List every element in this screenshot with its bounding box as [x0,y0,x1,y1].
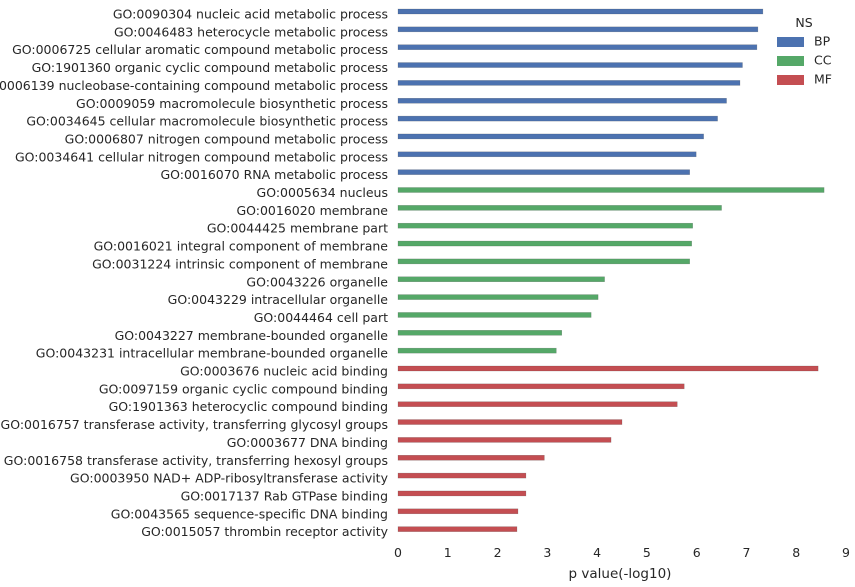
category-label: GO:0034641 cellular nitrogen compound me… [15,149,388,164]
bar [397,240,692,247]
bar [397,44,758,50]
x-tick-label: 9 [842,545,850,560]
category-label: GO:0017137 Rab GTPase binding [181,488,388,503]
category-label: GO:1901363 heterocyclic compound binding [109,399,388,414]
x-tick-label: 8 [792,545,800,560]
bar [397,437,612,443]
category-label: GO:0016758 transferase activity, transfe… [4,453,388,468]
bar [397,26,759,33]
bar [397,401,678,407]
category-label: GO:0003677 DNA binding [227,435,388,450]
x-tick-label: 7 [742,545,750,560]
legend-swatch [777,37,804,47]
bar [397,330,563,336]
bar [397,222,693,229]
category-label: GO:0006725 cellular aromatic compound me… [12,42,388,57]
category-label: GO:0046483 heterocycle metabolic process [114,24,388,39]
category-label: GO:0015057 thrombin receptor activity [141,524,388,539]
category-label: GO:0090304 nucleic acid metabolic proces… [113,7,388,22]
bar [397,508,519,515]
legend-title: NS [795,15,812,30]
legend-swatch [777,56,804,66]
bar [397,80,741,86]
legend-entries: BP CC MF [777,34,832,87]
bar [397,472,527,479]
x-axis-label: p value(-log10) [569,566,672,582]
bar [397,294,599,300]
x-tick-label: 4 [593,545,601,560]
category-label: GO:1901360 organic cyclic compound metab… [32,60,388,75]
category-label: GO:0031224 intrinsic component of membra… [92,256,388,271]
category-label: GO:0003950 NAD+ ADP-ribosyltransferase a… [70,471,389,486]
category-labels: GO:0090304 nucleic acid metabolic proces… [0,7,389,540]
category-label: GO:0009059 macromolecule biosynthetic pr… [76,96,388,111]
category-label: GO:0016020 membrane [236,203,388,218]
bar [397,455,545,461]
x-tick-label: 2 [494,545,502,560]
bar [397,151,697,158]
category-label: GO:0016070 RNA metabolic process [160,167,388,182]
bar [397,115,718,122]
bar [397,98,727,104]
x-tick-label: 5 [643,545,651,560]
bar [397,62,743,68]
bar [397,258,690,265]
bar [397,383,685,390]
category-label: GO:0043565 sequence-specific DNA binding [111,506,388,521]
legend-label: CC [814,53,832,68]
bar [397,169,690,175]
category-label: GO:0043231 intracellular membrane-bounde… [36,346,389,361]
bars-layer [397,8,825,532]
bar [397,187,825,193]
bar [397,312,592,318]
x-tick-label: 0 [394,545,402,560]
category-label: GO:0003676 nucleic acid binding [180,364,388,379]
bar [397,526,518,532]
x-axis-ticks: 0 1 2 3 4 5 6 7 8 9 [394,545,850,560]
bar [397,365,819,372]
category-label: GO:0044464 cell part [254,310,388,325]
x-tick-label: 3 [543,545,551,560]
legend-label: BP [814,34,831,49]
category-label: GO:0043226 organelle [246,274,388,289]
legend-label: MF [814,72,832,87]
bar [397,133,704,140]
category-label: GO:0005634 nucleus [257,185,388,200]
legend: NS BP CC MF [777,15,832,87]
category-label: GO:0043227 membrane-bounded organelle [115,328,389,343]
category-label: GO:0044425 membrane part [207,221,388,236]
bar [397,205,722,211]
legend-swatch [777,75,804,85]
category-label: GO:0006139 nucleobase-containing compoun… [0,78,388,93]
category-label: GO:0016757 transferase activity, transfe… [1,417,388,432]
bar [397,490,527,497]
category-label: GO:0097159 organic cyclic compound bindi… [99,381,388,396]
x-tick-label: 6 [693,545,701,560]
bar [397,419,623,425]
bar [397,8,764,15]
category-label: GO:0006807 nitrogen compound metabolic p… [65,131,388,146]
x-tick-label: 1 [444,545,452,560]
bar [397,276,605,282]
category-label: GO:0034645 cellular macromolecule biosyn… [26,114,388,129]
bar [397,347,557,354]
category-label: GO:0043229 intracellular organelle [168,292,389,307]
category-label: GO:0016021 integral component of membran… [94,239,389,254]
